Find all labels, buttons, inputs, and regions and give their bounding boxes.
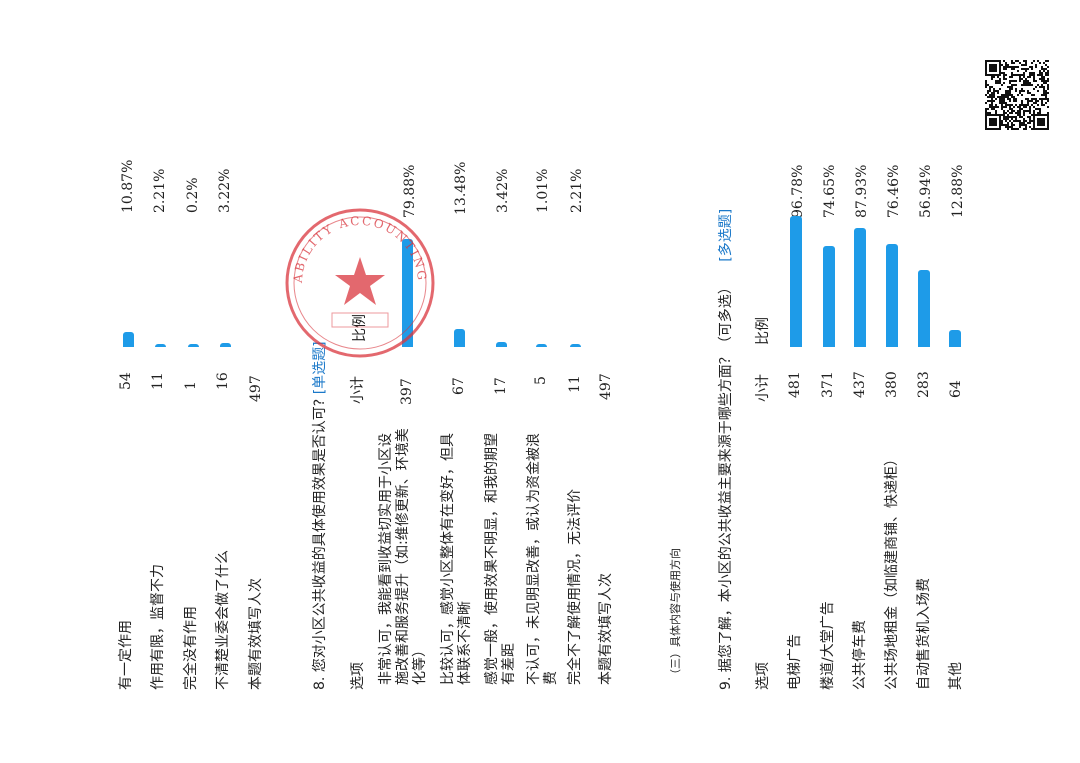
q7-row-count: 1 xyxy=(183,381,199,390)
q8-total-label: 本题有效填写人次 xyxy=(598,573,614,685)
q9-bar xyxy=(918,270,930,347)
q8-row-label: 非常认可，我能看到收益切实用于小区设施改善和服务提升（如:维修更新、环境美化等） xyxy=(378,428,428,685)
q9-row-label: 电梯广告 xyxy=(787,634,803,690)
q7-bar xyxy=(123,332,134,347)
q9-row-count: 371 xyxy=(820,371,836,398)
q8-bar xyxy=(536,344,547,347)
q8-row-pct: 13.48% xyxy=(453,161,469,215)
section-heading: （三）具体内容与使用方向 xyxy=(669,548,682,680)
q9-bar xyxy=(790,216,802,347)
q8-row-label: 感觉一般，使用效果不明显，和我的期望有差距 xyxy=(484,433,517,685)
q7-total-label: 本题有效填写人次 xyxy=(248,578,264,690)
q7-row-count: 16 xyxy=(215,372,231,390)
q7-row-label: 不清楚业委会做了什么 xyxy=(215,550,231,690)
q9-col-ratio: 比例 xyxy=(755,317,771,345)
q8-row-pct: 1.01% xyxy=(535,168,551,213)
q7-bar xyxy=(188,344,199,347)
q9-row-count: 437 xyxy=(852,371,868,398)
q9-row-pct: 56.94% xyxy=(918,164,934,218)
q9-row-label: 其他 xyxy=(948,662,964,690)
q9-row-pct: 74.65% xyxy=(822,164,838,218)
q9-bar xyxy=(886,243,898,347)
q7-bar xyxy=(220,342,231,347)
q9-row-count: 380 xyxy=(884,371,900,398)
q9-row-count: 64 xyxy=(948,380,964,398)
q9-row-label: 楼道/大堂广告 xyxy=(820,601,836,690)
q9-row-label: 公共停车费 xyxy=(852,620,868,690)
q9-row-count: 481 xyxy=(787,371,803,398)
q9-row-count: 283 xyxy=(916,371,932,398)
q9-type-tag: [多选题] xyxy=(718,208,734,262)
q8-col-option: 选项 xyxy=(350,662,366,690)
qr-code xyxy=(985,60,1049,130)
q8-bar xyxy=(570,344,581,347)
q9-row-label: 公共场地租金（如临建商铺、快递柜） xyxy=(884,452,900,690)
q9-bar xyxy=(823,246,835,347)
q9-row-label: 自动售货机入场费 xyxy=(916,578,932,690)
q8-row-count: 67 xyxy=(451,377,467,395)
q7-row-pct: 3.22% xyxy=(217,168,233,213)
official-seal-stamp: ABILITY ACCOUNTING xyxy=(285,208,435,358)
q9-col-count: 小计 xyxy=(755,374,771,402)
q9-row-pct: 87.93% xyxy=(854,164,870,218)
q7-row-label: 作用有限，监督不力 xyxy=(150,564,166,690)
q7-row-pct: 2.21% xyxy=(152,168,168,213)
q8-bar xyxy=(402,239,413,347)
q8-row-count: 17 xyxy=(493,377,509,395)
q7-row-count: 11 xyxy=(150,372,166,390)
q7-row-pct: 10.87% xyxy=(120,159,136,213)
q9-row-pct: 96.78% xyxy=(790,164,806,218)
q9-title-text: 9. 据您了解，本小区的公共收益主要来源于哪些方面？（可多选） xyxy=(718,280,734,690)
q7-row-pct: 0.2% xyxy=(185,177,201,213)
q8-row-label: 完全不了解使用情况，无法评价 xyxy=(567,489,583,685)
q8-row-label: 比较认可，感觉小区整体有在变好，但具体联系不清晰 xyxy=(440,433,473,685)
q7-row-label: 有一定作用 xyxy=(118,620,134,690)
q8-title-text: 8. 您对小区公共收益的具体使用效果是否认可? xyxy=(312,398,328,690)
q8-row-pct: 3.42% xyxy=(495,168,511,213)
q9-row-pct: 12.88% xyxy=(950,164,966,218)
q9-bar xyxy=(854,228,866,347)
q8-row-pct: 2.21% xyxy=(569,168,585,213)
q9-row-pct: 76.46% xyxy=(886,164,902,218)
q9-bar xyxy=(949,329,961,347)
q7-total-count: 497 xyxy=(248,375,264,402)
q8-row-count: 5 xyxy=(533,376,549,385)
q8-bar xyxy=(496,342,507,347)
q8-title: 8. 您对小区公共收益的具体使用效果是否认可? [单选题] xyxy=(312,341,329,690)
q8-row-count: 11 xyxy=(567,375,583,393)
q8-row-count: 397 xyxy=(399,378,415,405)
q9-col-option: 选项 xyxy=(755,662,771,690)
q8-row-label: 不认可，未见明显改善，或认为资金被浪费 xyxy=(526,433,559,685)
q8-bar xyxy=(454,328,465,347)
q7-bar xyxy=(155,344,166,347)
q8-col-count: 小计 xyxy=(350,376,366,404)
q7-row-label: 完全没有作用 xyxy=(183,606,199,690)
q8-total-count: 497 xyxy=(598,373,614,400)
q7-row-count: 54 xyxy=(118,372,134,390)
q9-title: 9. 据您了解，本小区的公共收益主要来源于哪些方面？（可多选） [多选题] xyxy=(718,209,735,690)
